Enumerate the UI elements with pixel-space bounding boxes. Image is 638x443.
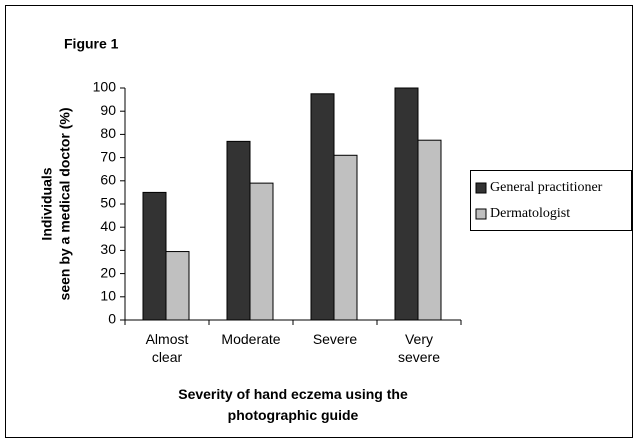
x-tick-label: Almost clear	[145, 331, 189, 365]
bar	[249, 182, 274, 321]
legend	[470, 170, 632, 231]
bar	[333, 154, 358, 321]
legend-label: General practitioner	[490, 180, 603, 195]
y-tick-label: 90	[100, 102, 116, 118]
x-tick-label: Very severe	[397, 331, 441, 365]
bar	[226, 140, 251, 321]
y-tick-label: 80	[100, 125, 116, 141]
y-axis-label: Individuals	[39, 167, 55, 240]
bar	[394, 87, 419, 321]
y-tick-label: 60	[100, 172, 116, 188]
y-tick-label: 0	[108, 311, 116, 327]
bar	[165, 251, 190, 321]
y-tick-label: 20	[100, 264, 116, 280]
x-tick-label: Moderate	[221, 331, 281, 347]
x-tick-label: Severe	[312, 331, 358, 347]
y-tick-label: 30	[100, 241, 116, 257]
bar	[310, 93, 335, 321]
y-axis-label: seen by a medical doctor (%)	[57, 108, 73, 301]
legend-swatch	[475, 182, 487, 194]
y-tick-label: 100	[93, 79, 117, 95]
y-tick-label: 40	[100, 218, 116, 234]
y-tick-label: 50	[100, 195, 116, 211]
y-tick-label: 10	[100, 288, 116, 304]
legend-label: Dermatologist	[490, 206, 570, 221]
bar	[142, 191, 167, 321]
bar	[417, 139, 442, 321]
legend-swatch	[475, 208, 487, 220]
x-axis-label: Severity of hand eczema using the photog…	[178, 386, 408, 423]
y-tick-label: 70	[100, 148, 116, 164]
chart-title: Figure 1	[64, 36, 119, 52]
